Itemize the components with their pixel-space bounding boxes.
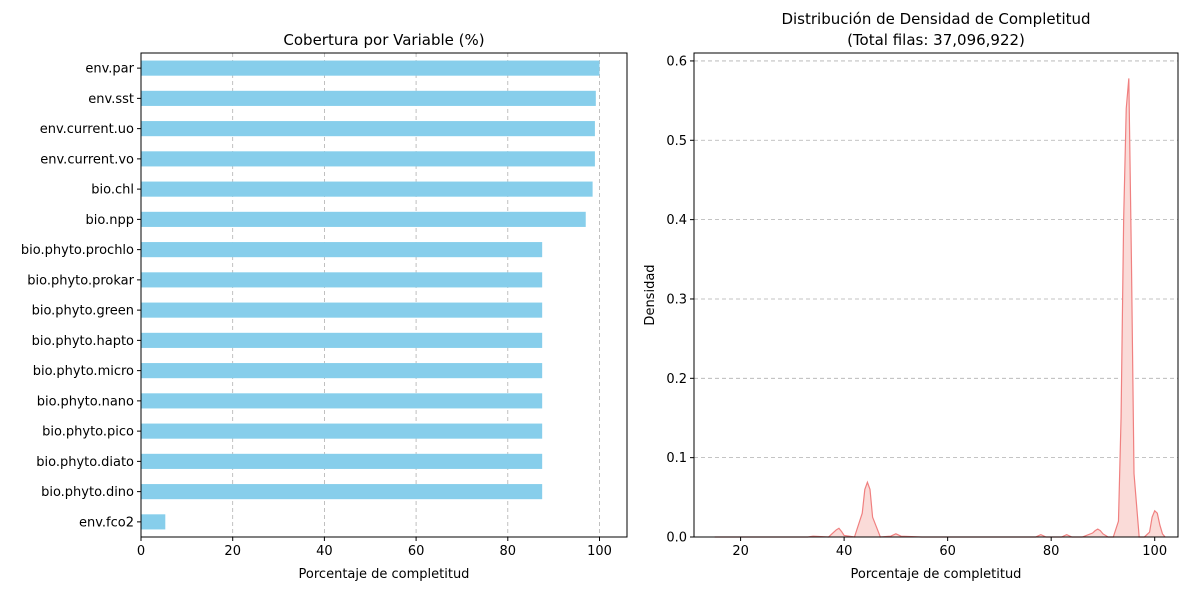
bar [141,363,543,379]
bar [141,423,543,439]
y-tick-label: bio.phyto.hapto [32,334,134,349]
left-chart-title: Cobertura por Variable (%) [283,31,484,49]
bar [141,453,543,469]
right-x-ticks: 20 40 60 80 100 [732,537,1167,559]
right-chart-title: Distribución de Densidad de Completitud [781,10,1090,28]
y-tick-label: bio.phyto.green [32,304,134,319]
y-tick-label: 0.5 [666,134,687,149]
right-chart-subtitle: (Total filas: 37,096,922) [847,31,1025,49]
y-tick-label: 0.2 [666,372,687,387]
left-y-ticks: env.par env.sst env.current.uo env.current.… [21,62,141,530]
x-tick-label: 60 [939,544,956,559]
right-chart: Distribución de Densidad de Completitud … [643,10,1179,582]
x-tick-label: 100 [1142,544,1167,559]
y-tick-label: bio.phyto.diato [36,455,134,470]
y-tick-label: 0.1 [666,451,687,466]
y-tick-label: env.sst [88,92,134,107]
y-tick-label: 0.4 [666,213,687,228]
y-tick-label: env.fco2 [79,515,134,530]
y-tick-label: 0.0 [666,531,687,546]
x-tick-label: 40 [836,544,853,559]
right-y-axis-label: Densidad [643,264,658,325]
x-tick-label: 0 [137,544,145,559]
bar [141,514,166,530]
y-tick-label: 0.6 [666,54,687,69]
y-tick-label: env.current.uo [40,122,134,137]
density-line [714,78,1166,538]
bar [141,393,543,409]
y-tick-label: bio.phyto.prokar [27,273,134,288]
left-x-axis-label: Porcentaje de completitud [299,567,470,582]
y-tick-label: bio.phyto.pico [42,425,134,440]
bar [141,121,595,137]
right-x-axis-label: Porcentaje de completitud [851,567,1022,582]
y-tick-label: bio.chl [91,183,134,198]
x-tick-label: 60 [408,544,425,559]
bar [141,332,543,348]
x-tick-label: 80 [1043,544,1060,559]
bar [141,181,593,197]
y-tick-label: bio.phyto.micro [33,364,134,379]
bar [141,211,586,227]
bar [141,302,543,318]
bar [141,90,596,106]
y-tick-label: 0.3 [666,292,687,307]
left-plot-frame [140,52,628,538]
y-tick-label: env.par [85,62,134,77]
left-bars [141,60,600,530]
bar [141,242,543,258]
bar [141,484,543,500]
y-tick-label: bio.phyto.prochlo [21,243,134,258]
left-x-ticks: 0 20 40 60 80 100 [137,537,612,559]
x-tick-label: 40 [316,544,333,559]
x-tick-label: 20 [224,544,241,559]
y-tick-label: env.current.vo [40,152,134,167]
y-tick-label: bio.phyto.nano [37,394,134,409]
bar [141,272,543,288]
right-y-ticks: 0.0 0.1 0.2 0.3 0.4 0.5 0.6 [666,54,694,546]
left-chart: Cobertura por Variable (%) 0 20 40 60 80 100 … [21,31,628,582]
x-tick-label: 100 [587,544,612,559]
bar [141,151,595,167]
x-tick-label: 80 [500,544,517,559]
density-area [714,78,1166,537]
right-grid [694,60,1178,538]
y-tick-label: bio.phyto.dino [41,485,134,500]
x-tick-label: 20 [732,544,749,559]
right-plot-frame [693,52,1179,538]
bar [141,60,600,76]
y-tick-label: bio.npp [86,213,134,228]
